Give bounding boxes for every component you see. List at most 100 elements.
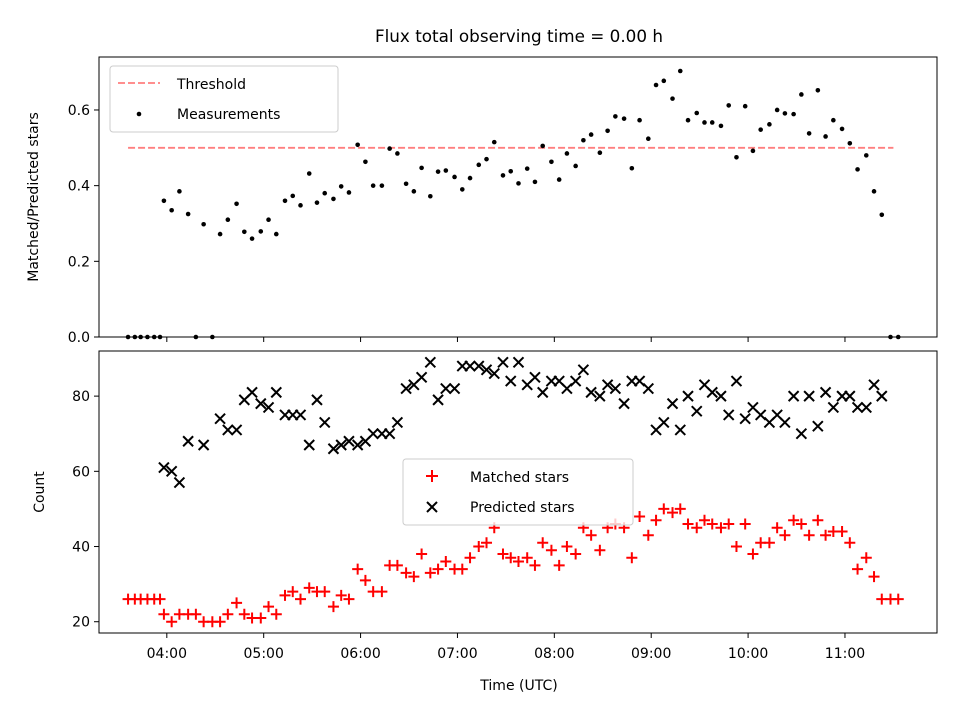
- predicted-stars-point: [158, 461, 170, 474]
- predicted-stars-point: [311, 394, 323, 406]
- measurement-point: [185, 211, 191, 217]
- matched-stars-point: [594, 544, 606, 556]
- matched-stars-point: [585, 529, 597, 541]
- measurement-point: [428, 193, 433, 199]
- measurement-point: [161, 198, 167, 204]
- matched-stars-point: [626, 552, 638, 564]
- measurement-point: [258, 229, 264, 234]
- measurement-point: [847, 140, 853, 146]
- bottom-legend: Matched stars Predicted stars: [402, 458, 634, 526]
- x-tick-label: 11:00: [825, 646, 865, 662]
- measurement-point: [234, 201, 239, 207]
- measurement-point: [613, 114, 618, 119]
- measurement-point: [549, 159, 554, 165]
- matched-stars-point: [166, 616, 178, 628]
- matched-stars-point: [352, 563, 364, 575]
- measurement-point: [379, 183, 385, 188]
- y-tick-label: 0.6: [68, 103, 90, 119]
- measurement-point: [767, 122, 772, 127]
- matched-stars-point: [553, 559, 565, 571]
- predicted-stars-point: [255, 397, 267, 410]
- matched-stars-point: [852, 563, 864, 575]
- predicted-stars-point: [335, 439, 347, 451]
- predicted-stars-point: [585, 386, 597, 399]
- measurement-point: [629, 165, 635, 171]
- matched-stars-point: [682, 518, 694, 530]
- predicted-stars-point: [860, 401, 872, 414]
- measurement-point: [476, 162, 482, 168]
- matched-stars-point: [376, 586, 388, 598]
- y-tick-label: 40: [72, 540, 90, 556]
- bottom-y-axis-label: Count: [32, 471, 48, 513]
- measurement-point: [403, 181, 409, 187]
- bottom-plot-frame: [98, 350, 938, 634]
- matched-stars-point: [521, 552, 533, 564]
- measurement-point: [799, 92, 804, 97]
- predicted-stars-point: [706, 386, 718, 399]
- x-tick-label: 07:00: [437, 646, 477, 662]
- legend-threshold-label: Threshold: [176, 77, 246, 93]
- matched-stars-point: [537, 537, 549, 549]
- predicted-stars-point: [391, 416, 404, 429]
- bottom-axes: 20 40 60 80 04:00 05:00 06:00 07:00 08:00 09:00 10…: [72, 389, 865, 662]
- measurement-point: [419, 165, 424, 171]
- matched-stars-point: [739, 518, 751, 530]
- matched-stars-point: [844, 537, 856, 549]
- measurement-point: [573, 163, 578, 169]
- top-panel: 0.0 0.2 0.4 0.6 Matched/Predicted stars Thr…: [26, 56, 938, 346]
- measurement-point: [298, 203, 303, 208]
- predicted-stars-point: [197, 439, 210, 451]
- measurement-point: [791, 111, 796, 117]
- matched-stars-point: [279, 589, 291, 601]
- bottom-plot-marks: [122, 356, 904, 628]
- matched-stars-point: [658, 503, 670, 515]
- measurement-point: [306, 171, 312, 176]
- predicted-stars-point: [730, 375, 743, 387]
- x-axis-label: Time (UTC): [479, 678, 557, 694]
- bottom-panel: 20 40 60 80 04:00 05:00 06:00 07:00 08:00 09:00 10…: [32, 350, 938, 694]
- top-y-axis-label: Matched/Predicted stars: [26, 112, 42, 282]
- matched-stars-point: [473, 541, 485, 553]
- measurement-point: [201, 221, 206, 227]
- predicted-stars-point: [609, 382, 622, 395]
- predicted-stars-point: [601, 379, 614, 391]
- matched-stars-point: [674, 503, 686, 515]
- measurement-point: [815, 87, 821, 93]
- measurement-point: [855, 167, 860, 172]
- matched-stars-point: [270, 608, 282, 620]
- matched-stars-point: [464, 552, 476, 564]
- predicted-stars-point: [270, 386, 282, 399]
- predicted-stars-point: [827, 401, 840, 414]
- matched-stars-point: [424, 567, 436, 579]
- matched-stars-point: [287, 586, 299, 598]
- predicted-stars-point: [844, 390, 856, 402]
- measurement-point: [387, 146, 392, 151]
- measurement-point: [370, 183, 376, 188]
- measurement-point: [823, 134, 828, 139]
- y-tick-label: 0.2: [68, 254, 90, 270]
- measurement-point: [588, 132, 594, 137]
- predicted-stars-point: [480, 364, 493, 376]
- top-axes: 0.0 0.2 0.4 0.6: [68, 103, 846, 346]
- measurement-point: [831, 117, 836, 123]
- matched-stars-point: [416, 548, 428, 560]
- predicted-stars-point: [303, 439, 315, 451]
- predicted-stars-point: [351, 439, 364, 451]
- matched-stars-point: [512, 556, 524, 568]
- matched-stars-point: [335, 589, 347, 601]
- measurement-point: [718, 123, 724, 129]
- predicted-stars-point: [803, 390, 815, 402]
- predicted-stars-point: [182, 435, 194, 447]
- measurement-point: [734, 154, 739, 160]
- legend-matched-label: Matched stars: [470, 470, 569, 486]
- matched-stars-point: [440, 556, 452, 568]
- predicted-stars-point: [658, 416, 670, 429]
- predicted-stars-point: [787, 390, 800, 402]
- matched-stars-point: [771, 522, 783, 534]
- measurement-point: [670, 96, 675, 101]
- predicted-stars-point: [682, 390, 694, 402]
- matched-stars-point: [154, 593, 166, 605]
- matched-stars-point: [190, 608, 202, 620]
- x-tick-label: 05:00: [244, 646, 284, 662]
